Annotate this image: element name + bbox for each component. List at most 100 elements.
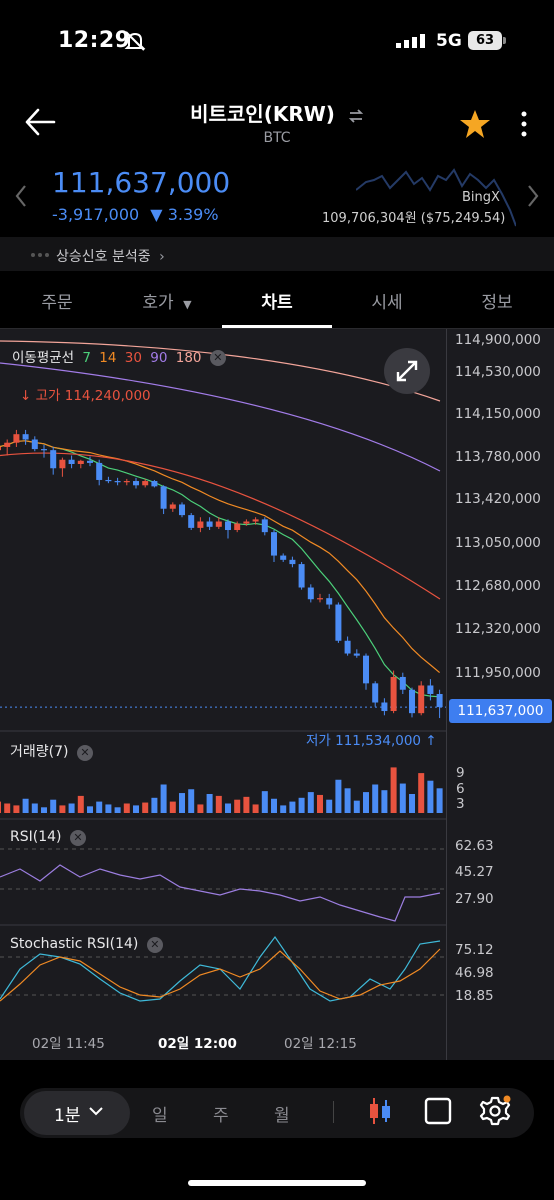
- ma14-line: [0, 440, 440, 674]
- price-axis-label: 113,780,000: [455, 449, 541, 465]
- close-rsi-icon[interactable]: ✕: [69, 830, 86, 846]
- arrow-up-icon: ↑: [425, 733, 437, 749]
- volume-bar: [160, 784, 167, 813]
- volume-bar: [427, 780, 434, 813]
- drawing-tool-icon[interactable]: [424, 1097, 452, 1125]
- status-time: 12:29: [58, 28, 131, 53]
- candle-body: [169, 504, 176, 509]
- candle-body: [243, 521, 250, 524]
- volume-bar: [225, 803, 231, 813]
- candle-body: [151, 481, 158, 487]
- volume-bar: [41, 807, 47, 813]
- candle-body: [142, 481, 149, 486]
- volume-bar: [234, 799, 241, 813]
- rsi-line: [0, 864, 441, 922]
- interval-week[interactable]: 주: [213, 1106, 229, 1126]
- chart-area[interactable]: [0, 329, 554, 1060]
- settings-gear-icon[interactable]: [478, 1094, 512, 1128]
- more-menu-icon[interactable]: [520, 110, 528, 138]
- candle-body: [436, 693, 443, 708]
- volume-bar: [169, 801, 176, 813]
- candle-body: [335, 604, 342, 641]
- rsi-axis-top: 62.63: [455, 838, 494, 854]
- stoch-axis-bottom: 18.85: [455, 988, 494, 1004]
- candle-body: [68, 459, 75, 464]
- tab-chart[interactable]: 차트: [261, 293, 293, 313]
- volume-bar: [4, 803, 11, 813]
- signal-text[interactable]: 상승신호 분석중 ›: [56, 246, 165, 266]
- candle-body: [326, 598, 333, 605]
- tab-orderbook-label: 호가: [142, 293, 174, 313]
- reference-exchange: BingX: [462, 190, 500, 205]
- volume-bar: [142, 802, 149, 813]
- price-change: -3,917,000 ▼ 3.39%: [52, 205, 219, 224]
- battery-level: 63: [468, 31, 502, 50]
- back-arrow-icon[interactable]: [24, 108, 56, 136]
- volume-bar: [206, 794, 213, 813]
- price-axis-label: 112,320,000: [455, 621, 541, 637]
- stoch-panel-label[interactable]: Stochastic RSI(14) ✕: [10, 936, 163, 953]
- prev-coin-chevron-icon[interactable]: [14, 184, 28, 208]
- candle-body: [298, 564, 305, 588]
- tab-orderbook[interactable]: 호가 ▼: [112, 288, 222, 313]
- reference-price: 109,706,304원 ($75,249.54): [322, 211, 506, 226]
- candle-body: [179, 504, 185, 516]
- rsi-axis-bottom: 27.90: [455, 891, 494, 907]
- interval-day[interactable]: 일: [152, 1106, 168, 1126]
- volume-bar: [151, 797, 158, 813]
- tab-order[interactable]: 주문: [41, 293, 73, 313]
- volume-bar: [436, 788, 443, 813]
- favorite-star-icon[interactable]: [459, 109, 491, 139]
- volume-bar: [399, 783, 406, 813]
- candle-type-icon[interactable]: [367, 1096, 393, 1126]
- interval-selector[interactable]: [24, 1091, 130, 1135]
- candle-body: [197, 521, 204, 528]
- volume-bar: [215, 795, 222, 813]
- ma7-line: [0, 440, 440, 698]
- tab-market[interactable]: 시세: [371, 293, 403, 313]
- next-coin-chevron-icon[interactable]: [526, 184, 540, 208]
- ma-180: 180: [175, 350, 202, 366]
- candle-body: [215, 521, 222, 527]
- time-label-1215: 02일 12:15: [284, 1036, 357, 1052]
- candle-body: [381, 702, 388, 712]
- network-type: 5G: [436, 31, 462, 51]
- candle-body: [317, 598, 323, 600]
- page-title: 비트코인(KRW): [0, 98, 554, 127]
- volume-bar: [197, 804, 204, 813]
- chevron-right-icon: ›: [159, 249, 165, 265]
- signal-banner[interactable]: [0, 237, 554, 271]
- volume-axis-3: 3: [456, 796, 465, 812]
- volume-panel-label[interactable]: 거래량(7) ✕: [10, 741, 93, 761]
- price-axis-label: 111,950,000: [455, 665, 541, 681]
- candle-body: [13, 434, 20, 443]
- close-ma-legend-icon[interactable]: ✕: [209, 350, 226, 366]
- volume-bar: [31, 803, 38, 813]
- volume-bar: [409, 794, 415, 813]
- change-amount: -3,917,000: [52, 205, 140, 224]
- volume-bar: [307, 792, 314, 813]
- active-tab-indicator: [222, 325, 332, 328]
- candle-body: [307, 587, 314, 600]
- high-price-label: 고가 114,240,000: [35, 388, 151, 404]
- chart-canvas[interactable]: [0, 329, 446, 1060]
- volume-bar: [261, 791, 268, 813]
- close-stoch-icon[interactable]: ✕: [146, 937, 163, 953]
- swap-icon[interactable]: [348, 108, 364, 123]
- fullscreen-button[interactable]: [384, 348, 430, 394]
- candle-body: [41, 449, 47, 451]
- ma-legend[interactable]: 이동평균선 7 14 30 90 180 ✕: [12, 346, 226, 366]
- low-price-marker: 저가 111,534,000 ↑: [306, 729, 437, 749]
- tab-info[interactable]: 정보: [481, 293, 513, 313]
- volume-bar: [96, 801, 103, 813]
- candle-body: [390, 676, 397, 712]
- close-volume-icon[interactable]: ✕: [76, 745, 93, 761]
- volume-bar: [188, 789, 195, 813]
- candle-body: [418, 685, 425, 714]
- price-axis-label: 114,150,000: [455, 406, 541, 422]
- interval-month[interactable]: 월: [274, 1106, 290, 1126]
- rsi-panel-label[interactable]: RSI(14) ✕: [10, 829, 86, 846]
- low-price-label: 저가 111,534,000: [306, 733, 422, 749]
- volume-bar: [68, 803, 75, 813]
- caret-down-icon: ▼: [183, 298, 192, 311]
